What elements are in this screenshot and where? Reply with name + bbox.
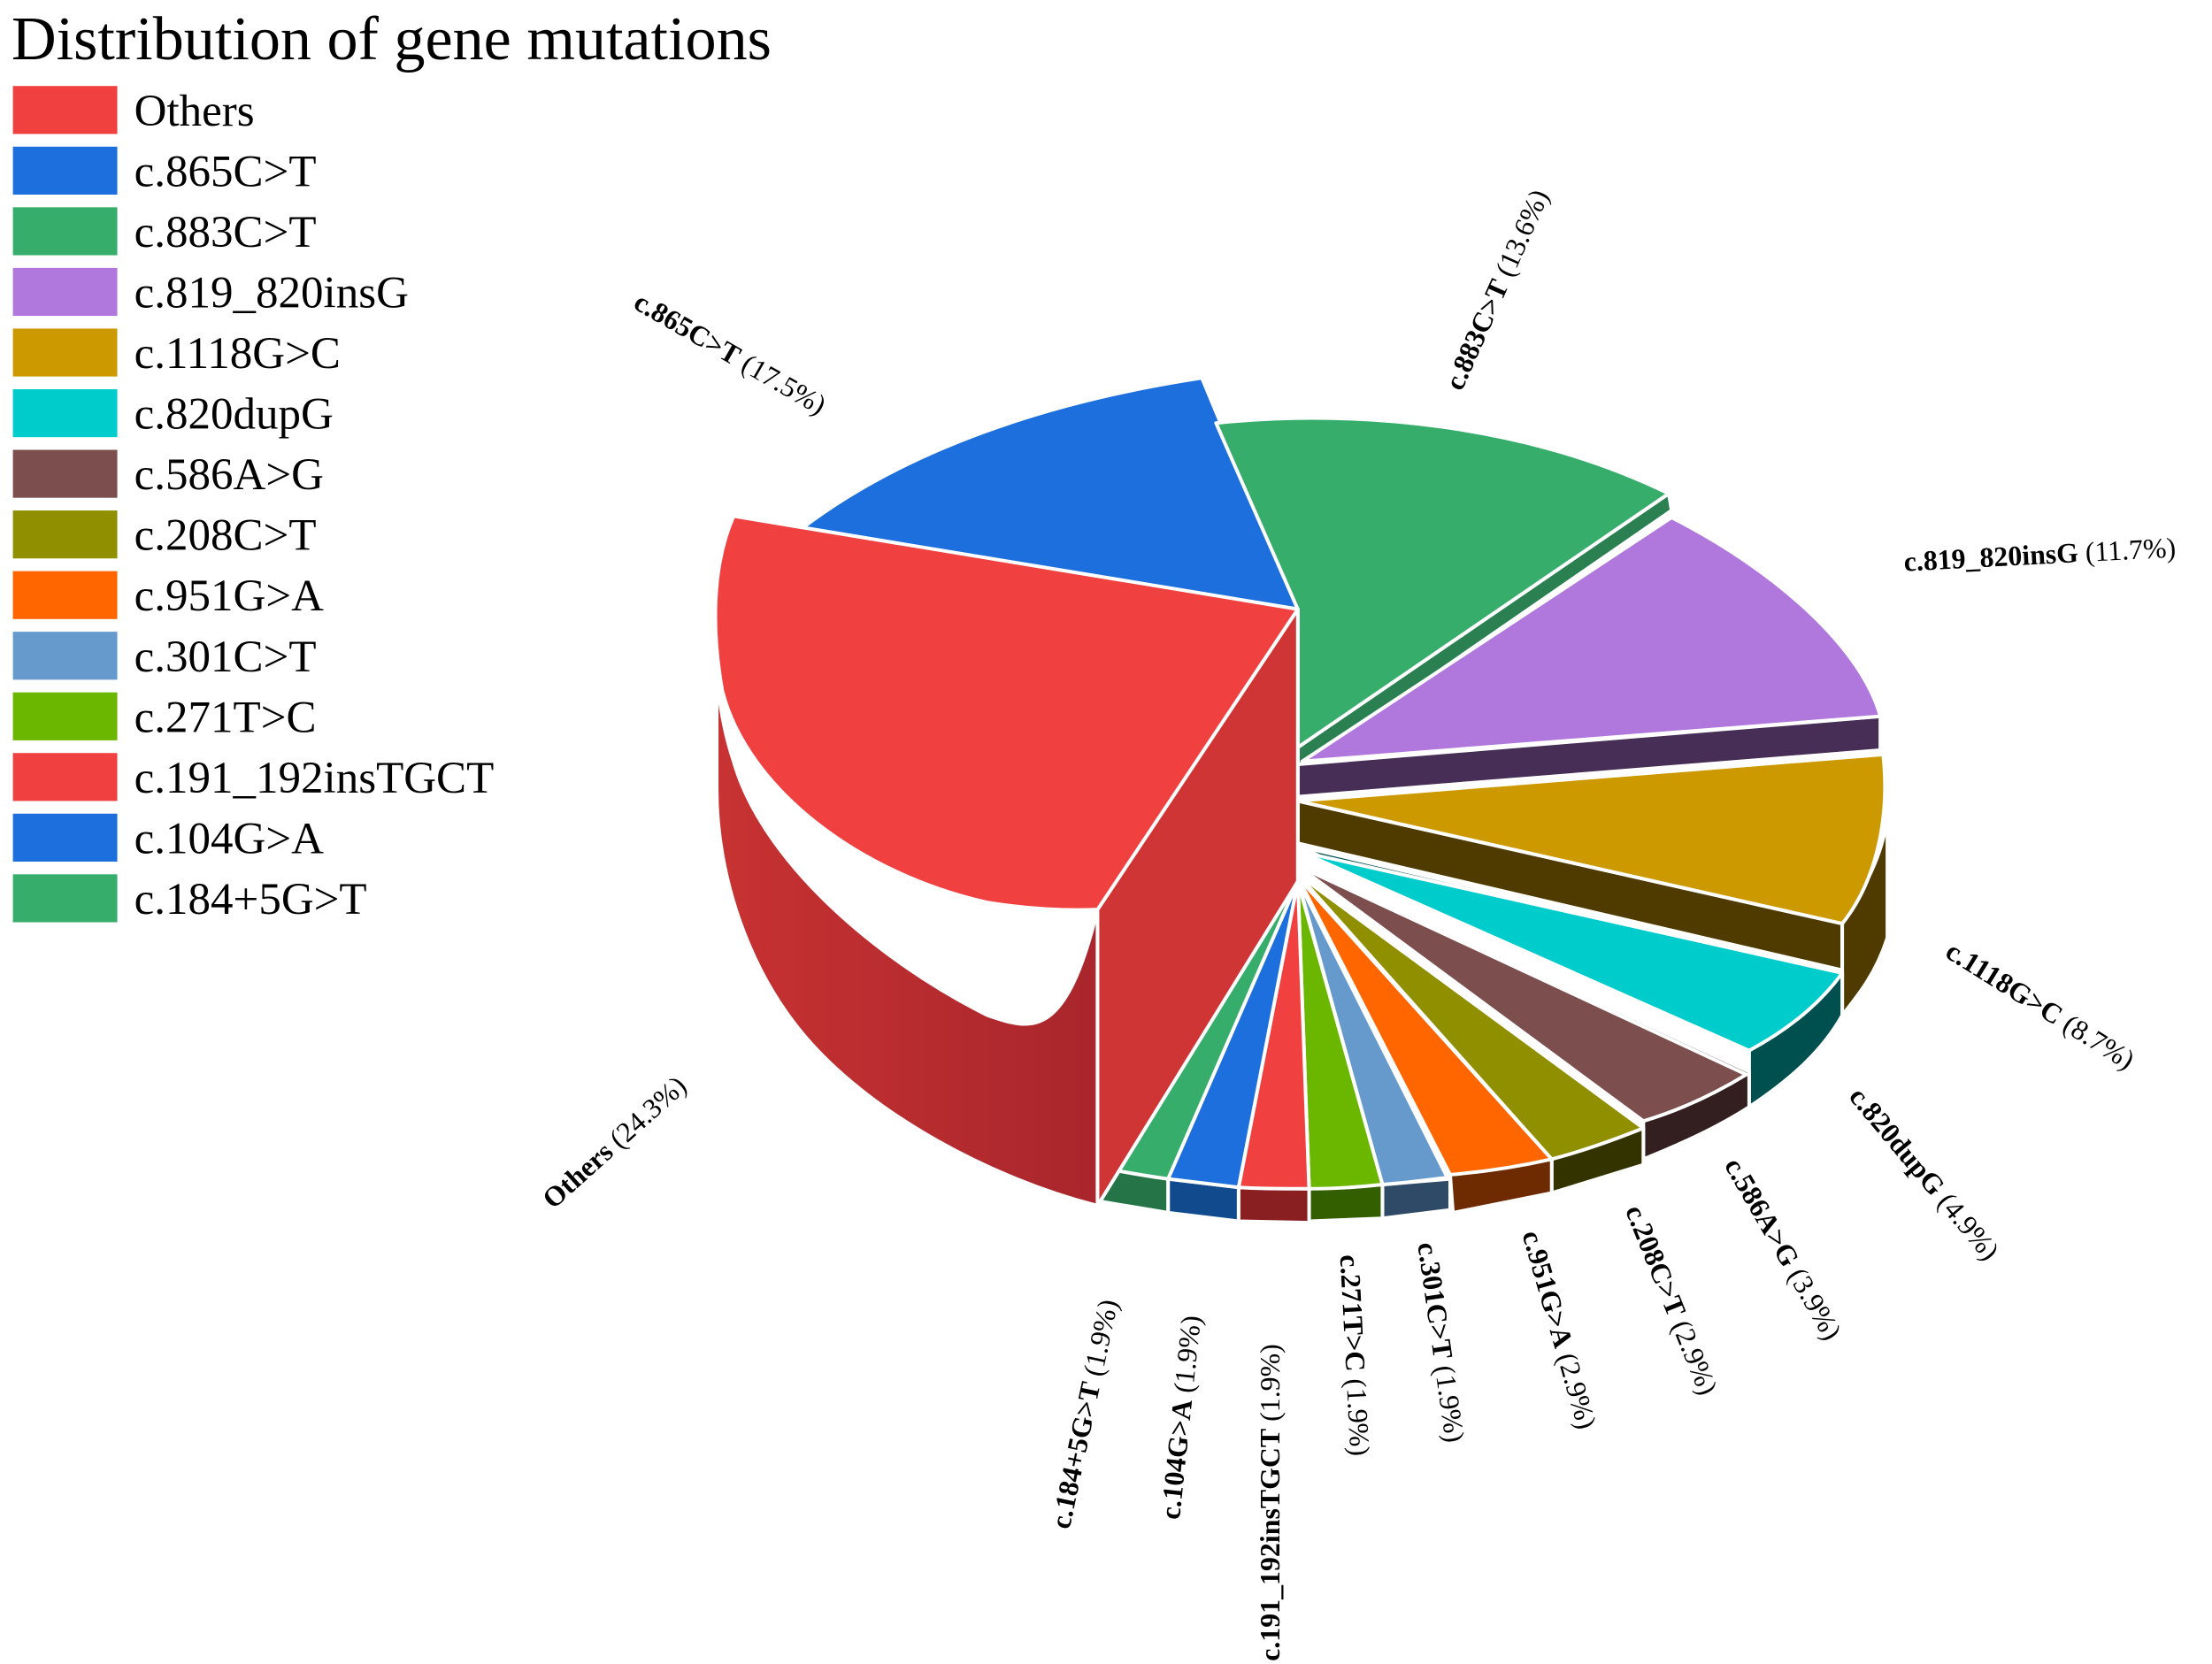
slice-c819[interactable] — [1295, 516, 1883, 799]
legend-swatch — [12, 571, 118, 619]
label-others: Others(24.3%) — [536, 1070, 692, 1214]
legend-item-c819: c.819_820insG — [12, 267, 409, 318]
legend-label: c.1118G>C — [134, 329, 341, 379]
legend-label: c.104G>A — [134, 814, 324, 863]
legend-label: c.586A>G — [134, 450, 324, 500]
legend-item-c586: c.586A>G — [12, 449, 324, 500]
pie — [713, 376, 1890, 1225]
legend-label: c.951G>A — [134, 571, 324, 621]
legend-label: c.191_192insTGCT — [134, 754, 495, 803]
label-c301: c.301C>T(1.9%) — [1411, 1240, 1470, 1445]
legend-swatch — [12, 692, 118, 740]
legend-item-c865: c.865C>T — [12, 146, 317, 196]
legend-item-c208: c.208C>T — [12, 510, 317, 561]
slice-others[interactable] — [713, 514, 1300, 1208]
legend-swatch — [12, 207, 118, 256]
legend-label: c.271T>C — [134, 693, 317, 742]
legend-item-c191: c.191_192insTGCT — [12, 753, 495, 803]
legend-swatch — [12, 632, 118, 680]
slice-c951[interactable] — [1295, 875, 1554, 1215]
legend-swatch — [12, 267, 118, 317]
label-c951: c.951G>A(2.9%) — [1517, 1227, 1602, 1432]
legend-swatch — [12, 753, 118, 801]
legend-item-c301: c.301C>T — [12, 632, 317, 682]
label-c820dup: c.820dupG(4.9%) — [1843, 1081, 2005, 1266]
label-c208: c.208C>T(2.9%) — [1619, 1200, 1724, 1399]
legend-label: c.883C>T — [134, 208, 317, 257]
legend: Others c.865C>T c.883C>T c.819_820insG c… — [12, 86, 495, 924]
label-c819: c.819_820insG (11.7%) — [1903, 533, 2177, 578]
legend-item-others: Others — [12, 86, 255, 136]
legend-item-c104: c.104G>A — [12, 813, 324, 863]
legend-item-c951: c.951G>A — [12, 571, 324, 621]
legend-swatch — [12, 86, 118, 134]
legend-item-c883: c.883C>T — [12, 207, 317, 257]
slice-c865[interactable] — [799, 376, 1300, 611]
legend-swatch — [12, 388, 118, 438]
label-c191: c.191_192insTGCT(1.9%) — [1255, 1344, 1286, 1661]
legend-label: c.865C>T — [134, 147, 317, 196]
legend-item-c184: c.184+5G>T — [12, 874, 367, 924]
legend-swatch — [12, 449, 118, 498]
legend-swatch — [12, 510, 118, 559]
legend-item-c271: c.271T>C — [12, 692, 317, 742]
slice-c208[interactable] — [1295, 872, 1646, 1195]
label-c271: c.271T>C(1.9%) — [1334, 1254, 1376, 1457]
legend-swatch — [12, 328, 118, 377]
slice-c883[interactable] — [1214, 416, 1674, 771]
legend-swatch — [12, 146, 118, 195]
slice-c271[interactable] — [1295, 879, 1385, 1223]
label-c104: c.104G>A(1.9%) — [1155, 1314, 1207, 1521]
label-c184: c.184+5G>T(1.9%) — [1045, 1297, 1124, 1531]
legend-label: c.820dupG — [134, 390, 334, 440]
legend-swatch — [12, 813, 118, 862]
legend-item-c820dup: c.820dupG — [12, 388, 334, 440]
legend-label: c.301C>T — [134, 633, 317, 682]
legend-label: c.184+5G>T — [134, 875, 367, 924]
legend-label: Others — [134, 87, 255, 136]
legend-label: c.208C>T — [134, 511, 317, 561]
legend-label: c.819_820insG — [134, 269, 409, 318]
legend-item-c1118: c.1118G>C — [12, 328, 341, 379]
legend-swatch — [12, 874, 118, 923]
label-c883: c.883C>T(13.6%) — [1439, 185, 1555, 395]
label-c586: c.586A>G(3.9%) — [1718, 1153, 1847, 1346]
label-c1118: c.1118G>C(8.7%) — [1940, 935, 2139, 1076]
label-c865: c.865C>T(17.5%) — [629, 286, 832, 420]
chart-title: Distribution of gene mutations — [12, 5, 772, 73]
